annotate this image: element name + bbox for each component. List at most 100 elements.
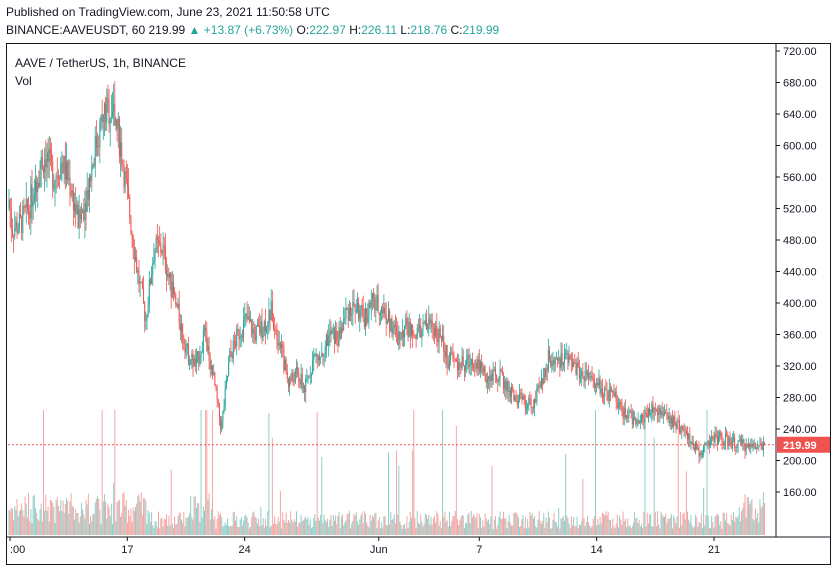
time-axis: :00 17 24 Jun 7 14 21 xyxy=(9,537,720,556)
candle-body xyxy=(53,187,55,189)
candle-body xyxy=(46,152,48,168)
volume-bar xyxy=(542,520,544,535)
candle-body xyxy=(343,319,345,331)
candle-body xyxy=(135,257,136,260)
candle-body xyxy=(692,442,694,449)
volume-bar xyxy=(250,526,251,535)
volume-bar xyxy=(703,487,705,535)
volume-bar xyxy=(167,525,169,535)
candle-body xyxy=(444,352,446,358)
volume-bar xyxy=(52,502,54,535)
volume-bar xyxy=(45,494,47,535)
candle-body xyxy=(422,323,424,330)
candle-body xyxy=(141,282,143,289)
volume-bar xyxy=(435,522,437,535)
candle-body xyxy=(83,209,85,221)
up-triangle-icon: ▲ xyxy=(188,23,201,37)
candle-body xyxy=(417,327,419,329)
volume-bar xyxy=(535,526,537,535)
volume-bar xyxy=(601,512,603,535)
volume-bar xyxy=(580,525,582,535)
candle-body xyxy=(450,352,452,360)
candle-body xyxy=(323,354,325,356)
candle-body xyxy=(370,301,372,308)
candle-body xyxy=(309,376,311,378)
volume-bar xyxy=(199,521,201,535)
last-price-label: 219.99 xyxy=(783,440,817,452)
candle-body xyxy=(446,345,448,365)
volume-bar xyxy=(746,497,748,535)
candle-body xyxy=(627,415,629,419)
candle-body xyxy=(596,382,598,386)
candle-body xyxy=(750,444,752,448)
volume-bar xyxy=(653,437,655,535)
candle-body xyxy=(356,303,358,310)
volume-bar xyxy=(271,437,273,535)
candle-body xyxy=(700,453,702,455)
volume-bar xyxy=(442,410,444,535)
volume-bar xyxy=(508,515,510,535)
volume-bar xyxy=(696,516,698,535)
volume-bar xyxy=(32,496,34,535)
candle-body xyxy=(252,328,254,335)
candle-body xyxy=(183,338,185,344)
volume-bar xyxy=(645,526,647,535)
volume-bar xyxy=(667,518,669,535)
candle-body xyxy=(90,176,92,181)
volume-bar xyxy=(736,517,738,535)
candle-body xyxy=(204,327,205,329)
candle-body xyxy=(276,331,278,341)
volume-bar xyxy=(398,466,400,535)
candle-body xyxy=(362,305,364,318)
candle-body xyxy=(657,411,659,415)
candle-body xyxy=(731,438,733,449)
candle-body xyxy=(462,356,464,366)
candle-body xyxy=(681,426,683,433)
candle-body xyxy=(645,412,647,414)
candle-body xyxy=(729,437,731,443)
candle-body xyxy=(531,407,533,409)
candle-body xyxy=(322,353,324,356)
volume-bar xyxy=(420,514,422,535)
volume-bar xyxy=(324,519,326,535)
candle-body xyxy=(419,325,421,329)
volume-bar xyxy=(407,527,409,535)
candle-body xyxy=(603,396,605,398)
volume-bar xyxy=(615,523,617,535)
volume-bar xyxy=(244,516,246,535)
candle-body xyxy=(29,211,31,219)
candle-body xyxy=(683,429,685,432)
candle-body xyxy=(294,369,296,383)
volume-bar xyxy=(174,516,176,535)
volume-bar xyxy=(762,492,764,535)
volume-bar xyxy=(734,521,736,535)
volume-bar xyxy=(323,514,325,535)
candle-body xyxy=(335,330,337,344)
candle-body xyxy=(329,330,331,336)
volume-bar xyxy=(741,511,743,535)
candle-body xyxy=(32,201,34,207)
candle-body xyxy=(578,367,580,379)
candle-body xyxy=(519,392,521,400)
volume-bar xyxy=(489,524,491,535)
volume-bar xyxy=(388,452,389,535)
volume-bar xyxy=(336,524,338,535)
candle-body xyxy=(306,377,308,380)
candle-body xyxy=(103,103,105,115)
volume-bar xyxy=(678,527,680,535)
candle-body xyxy=(427,324,429,330)
volume-bar xyxy=(54,523,56,535)
volume-bar xyxy=(624,518,626,535)
candle-body xyxy=(359,309,361,319)
candle-body xyxy=(247,316,249,320)
candle-body xyxy=(333,328,335,344)
volume-bar xyxy=(644,410,646,535)
volume-bar xyxy=(95,498,97,535)
volume-bar xyxy=(169,525,171,535)
candle-body xyxy=(547,349,549,371)
volume-bar xyxy=(572,525,573,535)
volume-bar xyxy=(198,503,200,535)
volume-bar xyxy=(389,524,391,535)
candle-body xyxy=(222,411,224,422)
